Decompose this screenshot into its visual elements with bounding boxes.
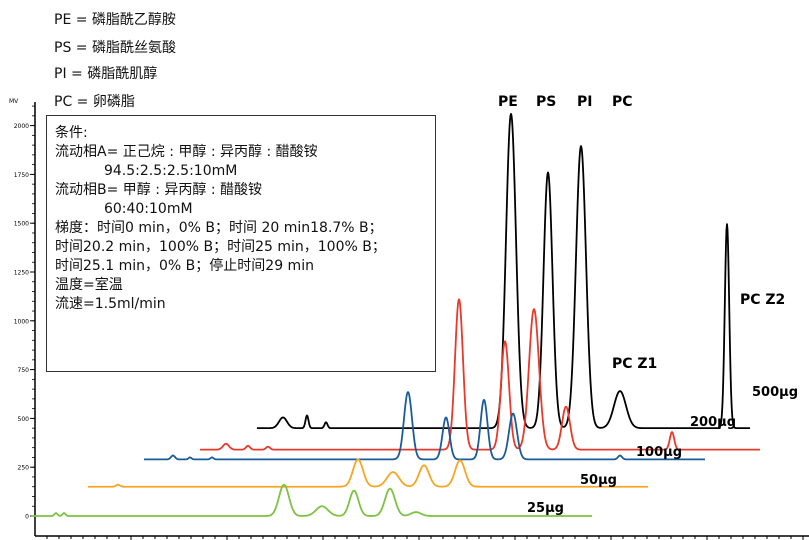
trace-500ug — [256, 112, 751, 430]
y-tick-label: 500 — [18, 416, 30, 423]
trace-25ug — [30, 483, 593, 517]
mobile-phase-b: 流动相B= 甲醇 : 异丙醇 : 醋酸铵 — [55, 182, 263, 198]
y-tick-label: 250 — [18, 465, 30, 472]
peak-label-pe: PE — [498, 94, 518, 110]
gradient-line-2: 时间20.2 min，100% B；时间25 min，100% B； — [55, 239, 386, 255]
series-label-200ug: 200μg — [690, 415, 736, 430]
y-axis-unit-label: MV — [9, 98, 19, 105]
legend-ps: PS = 磷脂酰丝氨酸 — [54, 40, 176, 56]
mobile-phase-a: 流动相A= 正己烷 : 甲醇 : 异丙醇 : 醋酸铵 — [55, 144, 318, 160]
flow-rate: 流速=1.5ml/min — [55, 296, 166, 312]
gradient-line-1: 梯度：时间0 min，0% B；时间 20 min18.7% B； — [55, 220, 383, 236]
conditions-box: 条件: 流动相A= 正己烷 : 甲醇 : 异丙醇 : 醋酸铵 94.5:2.5:… — [46, 115, 436, 372]
series-label-500ug: 500μg — [752, 385, 798, 400]
y-tick-label: 2000 — [14, 123, 29, 130]
peak-label-pi: PI — [577, 94, 592, 110]
series-label-50ug: 50μg — [580, 473, 617, 488]
y-tick-label: 1250 — [14, 270, 29, 277]
trace-200ug — [199, 298, 761, 451]
gradient-line-3: 时间25.1 min，0% B；停止时间29 min — [55, 258, 314, 274]
temperature: 温度=室温 — [55, 277, 123, 293]
mobile-phase-a-ratio: 94.5:2.5:2.5:10mM — [55, 163, 238, 179]
series-label-100ug: 100μg — [636, 445, 682, 460]
mobile-phase-b-ratio: 60:40:10mM — [55, 201, 193, 217]
legend-pe: PE = 磷脂酰乙醇胺 — [54, 12, 176, 28]
y-tick-label: 0 — [25, 514, 29, 521]
trace-50ug — [87, 458, 649, 488]
legend-pc: PC = 卵磷脂 — [54, 94, 135, 110]
y-tick-label: 1750 — [14, 172, 29, 179]
series-label-25ug: 25μg — [527, 501, 564, 516]
peak-label-ps: PS — [536, 94, 556, 110]
y-tick-label: 750 — [18, 367, 30, 374]
y-tick-label: 1000 — [14, 318, 29, 325]
peak-label-pc-z2: PC Z2 — [740, 292, 785, 308]
peak-label-pc: PC — [612, 94, 633, 110]
trace-100ug — [143, 391, 706, 461]
legend-pi: PI = 磷脂酰肌醇 — [54, 66, 158, 82]
conditions-title: 条件: — [55, 125, 88, 141]
y-tick-label: 1500 — [14, 221, 29, 228]
peak-label-pc-z1: PC Z1 — [612, 356, 657, 372]
